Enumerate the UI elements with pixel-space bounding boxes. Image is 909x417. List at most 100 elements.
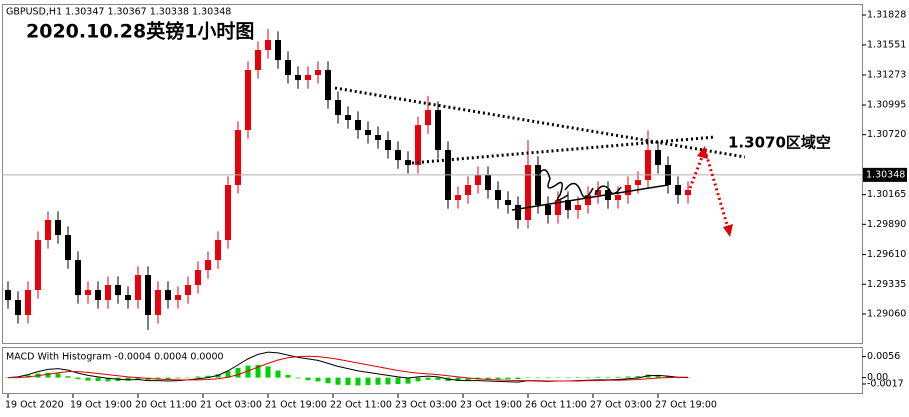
candle-body [685,189,691,196]
candle-body [645,150,651,181]
histogram-bar [355,377,361,386]
candle-body [395,150,401,161]
arrow [703,149,730,229]
x-tick-label: 23 Oct 03:00 [395,400,457,411]
histogram-bar [365,377,371,386]
histogram-bar [415,377,421,382]
y-tick-label: 1.31551 [867,39,906,50]
y-tick-label: -0.0017 [867,379,904,390]
candle-body [65,235,71,261]
histogram-bar [235,367,241,378]
histogram-bar [535,377,541,379]
histogram-bar [295,377,301,379]
histogram-bar [95,377,101,381]
candle-body [565,200,571,211]
candle-body [595,189,601,196]
candle-body [635,180,641,186]
y-tick-label: 0.0056 [867,351,900,362]
candle-body [195,270,201,286]
histogram-bar [485,377,491,380]
histogram-bar [85,377,91,381]
histogram-bar [185,377,191,379]
candle-body [485,174,491,190]
histogram-bar [55,373,61,378]
candle-body [375,135,381,140]
candle-body [315,70,321,75]
x-tick-label: 20 Oct 11:00 [135,400,197,411]
histogram-bar [575,377,581,378]
histogram-bar [125,377,131,381]
macd-panel [2,347,863,394]
candle-body [525,165,531,221]
x-tick-label: 26 Oct 11:00 [525,400,587,411]
candle-body [95,289,101,301]
histogram-bar [605,377,611,378]
histogram-bar [165,377,171,380]
candle-body [555,200,561,216]
x-tick-label: 27 Oct 19:00 [655,400,717,411]
annotation: 1.3070区域空 [728,134,831,152]
candle-body [545,204,551,216]
macd-title: MACD With Histogram -0.0004 0.0004 0.000… [6,352,224,363]
candle-body [575,204,581,211]
histogram-bar [215,374,221,378]
arrow-line [511,184,669,211]
histogram-bar [435,377,441,380]
candle-body [345,115,351,121]
x-tick-label: 23 Oct 19:00 [460,400,522,411]
trend-line [411,135,716,165]
histogram-bar [325,377,331,384]
histogram-bar [345,377,351,386]
y-tick-label: 1.29335 [867,279,906,290]
histogram-bar [515,377,521,380]
histogram-bar [315,377,321,382]
signature [537,169,622,201]
candle-body [355,120,361,131]
candle-body [365,130,371,136]
histogram-bar [655,375,661,378]
candle-body [175,295,181,301]
candle-body [55,220,61,236]
y-tick-label: 1.30720 [867,129,906,140]
arrowhead [723,224,733,237]
histogram-bar [675,377,681,379]
histogram-bar [385,377,391,385]
candle-body [255,50,261,71]
y-tick-label: 1.29610 [867,249,906,260]
candle-body [15,300,21,316]
histogram-bar [175,377,181,379]
histogram-bar [75,377,81,380]
histogram-bar [625,376,631,378]
x-tick-label: 21 Oct 19:00 [265,400,327,411]
candle-body [155,289,161,316]
candle-body [495,189,501,201]
candle-body [215,239,221,261]
candle-body [305,74,311,81]
histogram-bar [195,376,201,378]
x-tick-label: 19 Oct 19:00 [70,400,132,411]
candle-body [235,130,241,186]
candle-body [585,195,591,205]
macd-line [8,355,688,382]
histogram-bar [665,376,671,378]
candle-body [165,289,171,301]
candle-body [625,185,631,196]
histogram-bar [455,377,461,381]
candle-body [415,125,421,166]
candle-body [655,150,661,166]
candle-body [135,274,141,301]
y-tick-label: 1.29890 [867,219,906,230]
y-tick-label: 1.30165 [867,189,906,200]
histogram-bar [595,376,601,378]
candle-body [675,185,681,196]
histogram-bar [105,377,111,382]
y-tick-label: 1.30995 [867,99,906,110]
histogram-bar [555,377,561,379]
histogram-bar [585,377,591,378]
histogram-bar [495,377,501,380]
x-tick-label: 22 Oct 11:00 [330,400,392,411]
candle-body [465,185,471,196]
histogram-bar [635,376,641,378]
